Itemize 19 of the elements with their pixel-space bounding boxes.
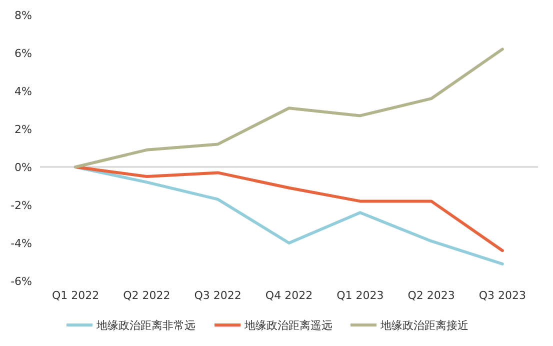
y-tick-label: 0% — [14, 161, 32, 174]
x-tick-label: Q3 2022 — [194, 289, 242, 302]
x-tick-label: Q2 2023 — [408, 289, 455, 302]
legend-label: 地缘政治距离遥远 — [244, 319, 332, 332]
x-tick-label: Q2 2022 — [123, 289, 170, 302]
y-tick-label: 4% — [14, 85, 32, 98]
legend-label: 地缘政治距离接近 — [380, 319, 468, 332]
y-tick-label: -2% — [10, 199, 32, 212]
y-tick-label: 8% — [14, 9, 32, 22]
line-series — [74, 48, 504, 168]
y-tick-label: -4% — [10, 237, 32, 250]
y-tick-label: 2% — [14, 123, 32, 136]
legend-label: 地缘政治距离非常远 — [96, 319, 196, 332]
y-tick-label: -6% — [10, 275, 32, 288]
x-tick-label: Q3 2023 — [478, 289, 526, 302]
y-tick-label: 6% — [14, 47, 32, 60]
x-tick-label: Q1 2023 — [336, 289, 384, 302]
x-tick-label: Q1 2022 — [52, 289, 100, 302]
x-tick-label: Q4 2022 — [265, 289, 313, 302]
